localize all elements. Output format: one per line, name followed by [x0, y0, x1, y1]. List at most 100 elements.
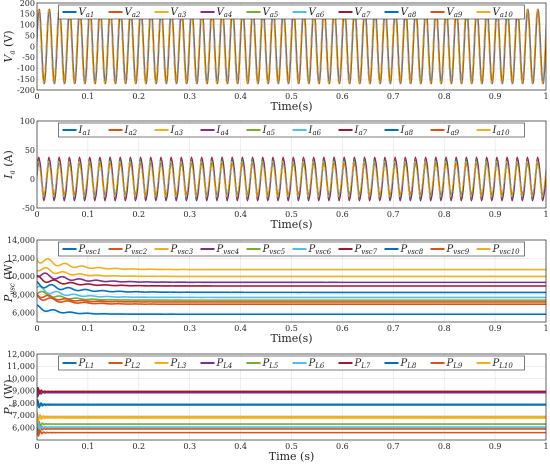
series-line-p-vsc10 — [37, 266, 546, 278]
legend-entry: Va9 — [447, 7, 463, 19]
chart-panel-1: 0 0.1 0.2 0.3 0.4 0.5 0.6 0.7 0.8 0.9 1 -200 -150 -10… — [2, 0, 549, 113]
y-tick-label: 12,000 — [7, 254, 35, 263]
y-axis-label: Ia (A) — [2, 150, 17, 180]
series-line-p-l2 — [37, 423, 546, 433]
y-tick-label: -150 — [17, 75, 35, 84]
y-tick-label: 50 — [25, 31, 35, 40]
legend-entry: PL3 — [170, 358, 187, 370]
y-tick-label: -50 — [22, 204, 35, 213]
chart-panel-4: 0 0.1 0.2 0.3 0.4 0.5 0.6 0.7 0.8 0.9 1 6,000 7,000 8… — [2, 350, 549, 463]
legend-entry: Ia5 — [262, 125, 276, 137]
legend-entry: Va10 — [493, 7, 514, 19]
legend-entry: PL6 — [308, 358, 325, 370]
legend-entry: Va7 — [355, 7, 371, 19]
legend-entry: Pvsc9 — [446, 244, 470, 256]
x-axis-label: Time(s) — [270, 332, 312, 345]
y-axis-label: Va (V) — [2, 30, 17, 62]
x-tick-label: 0.4 — [234, 442, 247, 451]
x-tick-label: 0.8 — [438, 92, 451, 101]
x-tick-label: 0.5 — [285, 324, 298, 333]
series-line-p-vsc8 — [37, 280, 546, 294]
x-tick-label: 0.1 — [82, 324, 95, 333]
x-tick-label: 0.7 — [387, 324, 400, 333]
x-tick-label: 0.3 — [183, 324, 196, 333]
legend-entry: Pvsc10 — [492, 244, 521, 256]
x-tick-label: 0.2 — [132, 442, 145, 451]
axes-frame — [36, 2, 547, 91]
series-line-p-l8 — [37, 398, 546, 409]
axes-frame — [36, 239, 547, 323]
y-tick-label: 0 — [30, 42, 35, 51]
legend-entry: PL10 — [492, 358, 514, 370]
legend-box — [58, 4, 525, 20]
legend: PL1 PL2 PL3 PL4 PL5 PL6 PL7 PL8 PL9 PL10 — [58, 355, 525, 371]
x-tick-label: 0.2 — [132, 324, 145, 333]
x-tick-label: 0.4 — [234, 210, 247, 219]
x-tick-label: 0.7 — [387, 210, 400, 219]
series-line-p-vsc5 — [37, 290, 546, 301]
x-tick-label: 0.3 — [183, 92, 196, 101]
x-tick-label: 0.4 — [234, 92, 247, 101]
legend-entry: Pvsc4 — [216, 244, 240, 256]
legend: Va1 Va2 Va3 Va4 Va5 Va6 Va7 Va8 Va9 Va10 — [58, 4, 525, 20]
axes-frame — [36, 353, 547, 441]
x-tick-label: 0.8 — [438, 324, 451, 333]
x-axis-label: Time(s) — [270, 100, 312, 113]
y-tick-label: 8,000 — [12, 290, 35, 299]
legend-entry: Va3 — [171, 7, 187, 19]
x-axis-label: Time(s) — [270, 218, 312, 231]
legend-entry: Ia9 — [446, 125, 460, 137]
y-tick-label: 100 — [20, 21, 35, 30]
series-line-p-l6 — [37, 422, 546, 433]
series-line-p-l7 — [37, 387, 546, 395]
legend-entry: PL8 — [400, 358, 417, 370]
x-tick-label: 0.5 — [285, 210, 298, 219]
x-tick-label: 1 — [543, 324, 548, 333]
series-line-i-a10 — [37, 160, 546, 198]
x-tick-label: 0 — [34, 92, 39, 101]
legend-entry: Pvsc5 — [262, 244, 286, 256]
x-tick-label: 0.6 — [336, 324, 349, 333]
legend-entry: PL2 — [124, 358, 141, 370]
x-tick-label: 0.4 — [234, 324, 247, 333]
x-tick-label: 0.5 — [285, 442, 298, 451]
x-tick-label: 0.6 — [336, 210, 349, 219]
x-tick-label: 0 — [34, 442, 39, 451]
x-tick-label: 0.1 — [82, 442, 95, 451]
y-tick-label: -50 — [22, 53, 35, 62]
legend-box — [58, 355, 525, 371]
legend-entry: PL9 — [446, 358, 463, 370]
series-line-p-l10 — [37, 414, 546, 423]
x-tick-label: 0.6 — [336, 442, 349, 451]
legend: Ia1 Ia2 Ia3 Ia4 Ia5 Ia6 Ia7 Ia8 Ia9 Ia10 — [58, 122, 525, 138]
series-line-p-vsc4 — [37, 272, 546, 284]
legend-entry: Ia10 — [492, 125, 511, 137]
y-tick-label: 7,000 — [12, 411, 35, 420]
chart-panel-3: 0 0.1 0.2 0.3 0.4 0.5 0.6 0.7 0.8 0.9 1 6,000 8,000 1… — [2, 236, 549, 345]
legend-entry: Ia3 — [170, 125, 184, 137]
series-line-p-vsc9 — [37, 293, 546, 303]
y-tick-label: 200 — [20, 0, 35, 8]
y-tick-label: 50 — [25, 146, 35, 155]
x-tick-label: 0.2 — [132, 92, 145, 101]
legend-entry: Va5 — [263, 7, 279, 19]
x-tick-label: 1 — [543, 210, 548, 219]
legend-entry: PL7 — [354, 358, 371, 370]
series-line-v-a10 — [37, 8, 546, 85]
axes-frame — [36, 120, 547, 209]
legend: Pvsc1 Pvsc2 Pvsc3 Pvsc4 Pvsc5 Pvsc6 Pvsc7 Pvsc8… — [58, 241, 525, 257]
series-line-p-l3 — [37, 411, 546, 422]
x-tick-label: 0.6 — [336, 92, 349, 101]
y-tick-label: 100 — [20, 117, 35, 126]
series-line-p-vsc2 — [37, 294, 546, 306]
legend-entry: Va2 — [125, 7, 141, 19]
y-tick-label: -100 — [17, 64, 35, 73]
y-tick-label: 6,000 — [12, 309, 35, 318]
y-tick-label: 9,000 — [12, 387, 35, 396]
legend-entry: Pvsc6 — [308, 244, 332, 256]
legend-box — [58, 122, 525, 138]
legend-entry: Va8 — [401, 7, 417, 19]
series-line-p-l4 — [37, 389, 546, 399]
x-tick-label: 0.8 — [438, 442, 451, 451]
legend-entry: Va1 — [79, 7, 95, 19]
